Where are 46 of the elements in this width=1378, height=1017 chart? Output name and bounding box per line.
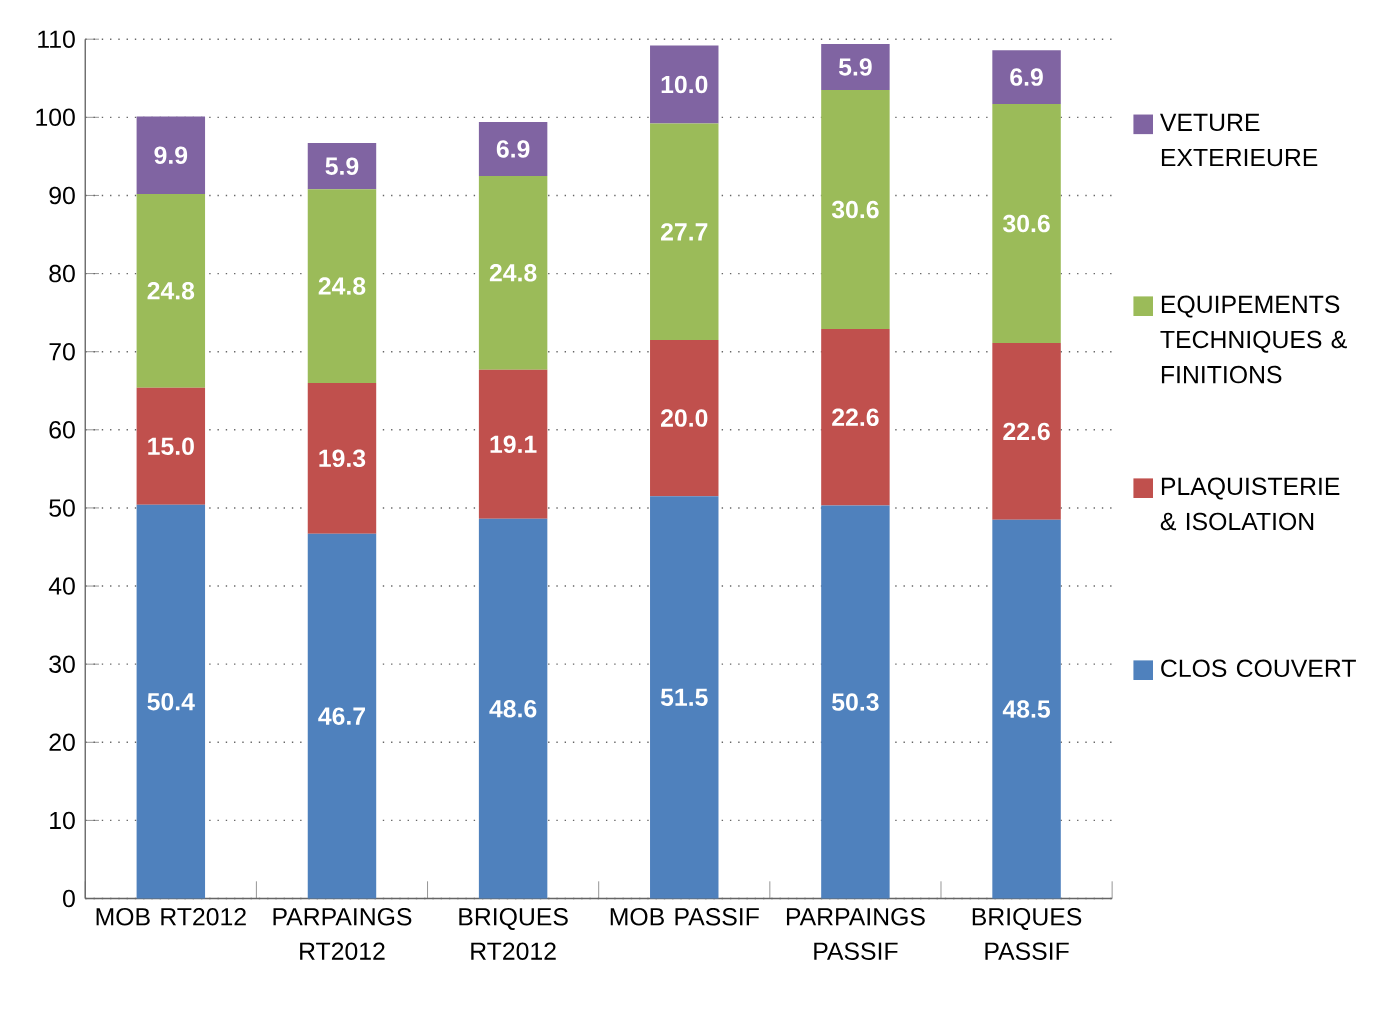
data-label: 15.0 xyxy=(148,437,194,455)
data-label: 24.8 xyxy=(318,277,366,295)
data-label: 20.0 xyxy=(661,409,708,427)
data-label: 22.6 xyxy=(832,408,879,427)
data-label: 50.3 xyxy=(832,693,879,711)
y-tick-label: 110 xyxy=(38,30,75,48)
y-tick-label: 60 xyxy=(49,421,75,439)
y-tick-label: 80 xyxy=(49,264,75,283)
data-label: 27.7 xyxy=(661,223,708,241)
y-tick-label: 70 xyxy=(49,342,75,361)
y-tick-label: 0 xyxy=(63,889,75,908)
legend-label: PLAQUISTERIE & ISOLATION xyxy=(1160,477,1340,531)
x-tick-label: BRIQUES PASSIF xyxy=(972,907,1082,960)
data-label: 30.6 xyxy=(831,200,879,219)
x-tick-label: PARPAINGS PASSIF xyxy=(786,907,925,960)
data-label: 5.9 xyxy=(838,58,872,76)
data-label: 9.9 xyxy=(154,146,188,164)
data-label: 46.7 xyxy=(318,707,365,725)
data-label: 24.8 xyxy=(147,281,195,300)
data-label: 22.6 xyxy=(1003,422,1050,441)
data-label: 6.9 xyxy=(1010,68,1043,86)
y-tick-label: 10 xyxy=(50,811,75,830)
data-label: 24.8 xyxy=(489,263,537,282)
legend-label: CLOS COUVERT xyxy=(1161,659,1356,678)
legend-label: EQUIPEMENTS TECHNIQUES & FINITIONS xyxy=(1160,295,1347,384)
data-label: 5.9 xyxy=(325,157,359,175)
x-tick-label: BRIQUES RT2012 xyxy=(459,907,568,960)
data-label: 48.5 xyxy=(1002,700,1050,718)
data-label: 51.5 xyxy=(660,688,708,706)
y-tick-label: 30 xyxy=(49,655,75,673)
data-label: 6.9 xyxy=(496,140,530,158)
x-tick-label: PARPAINGS RT2012 xyxy=(273,907,412,960)
y-tick-label: 40 xyxy=(48,577,75,595)
y-tick-label: 100 xyxy=(36,108,75,127)
x-tick-label: MOB PASSIF xyxy=(610,907,759,926)
data-label: 19.1 xyxy=(490,435,537,453)
data-label: 50.4 xyxy=(147,692,195,711)
data-label: 48.6 xyxy=(489,699,537,718)
y-tick-label: 50 xyxy=(49,499,75,517)
data-label: 10.0 xyxy=(661,75,708,94)
y-tick-label: 90 xyxy=(49,186,75,205)
data-label: 19.3 xyxy=(319,449,366,468)
data-label: 30.6 xyxy=(1003,214,1050,233)
x-tick-label: MOB RT2012 xyxy=(96,907,246,926)
legend-label: VETURE EXTERIEURE xyxy=(1160,113,1318,167)
y-tick-label: 20 xyxy=(49,733,75,752)
